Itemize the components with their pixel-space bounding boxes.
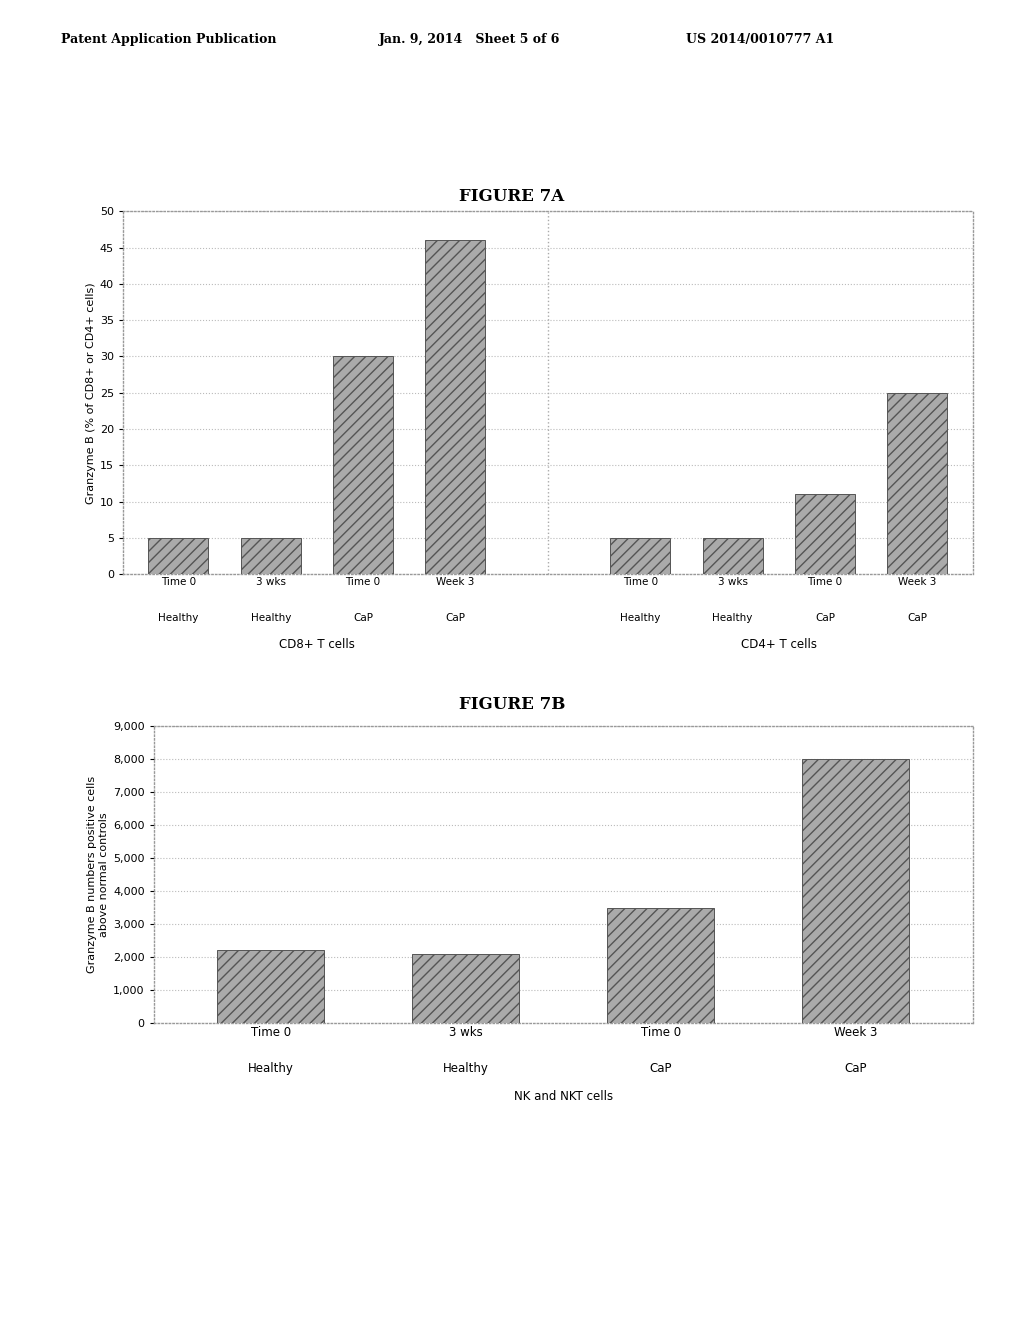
Bar <box>241 539 301 574</box>
Text: FIGURE 7B: FIGURE 7B <box>459 696 565 713</box>
Text: Healthy: Healthy <box>713 612 753 623</box>
Text: CaP: CaP <box>815 612 835 623</box>
Text: Healthy: Healthy <box>251 612 291 623</box>
Bar <box>607 908 715 1023</box>
Text: Healthy: Healthy <box>158 612 199 623</box>
Text: Jan. 9, 2014   Sheet 5 of 6: Jan. 9, 2014 Sheet 5 of 6 <box>379 33 560 46</box>
Text: FIGURE 7A: FIGURE 7A <box>460 187 564 205</box>
Text: CD4+ T cells: CD4+ T cells <box>740 638 817 651</box>
Text: CaP: CaP <box>649 1061 672 1074</box>
Bar <box>610 539 671 574</box>
Bar <box>217 950 325 1023</box>
Bar <box>888 393 947 574</box>
Y-axis label: Granzyme B (% of CD8+ or CD4+ cells): Granzyme B (% of CD8+ or CD4+ cells) <box>86 282 95 503</box>
Text: CaP: CaP <box>907 612 928 623</box>
Text: CD8+ T cells: CD8+ T cells <box>279 638 355 651</box>
Text: Patent Application Publication: Patent Application Publication <box>61 33 276 46</box>
Bar <box>802 759 909 1023</box>
Text: CaP: CaP <box>445 612 466 623</box>
Text: Healthy: Healthy <box>248 1061 294 1074</box>
Bar <box>425 240 485 574</box>
Text: Healthy: Healthy <box>621 612 660 623</box>
Bar <box>702 539 763 574</box>
Bar <box>148 539 208 574</box>
Text: CaP: CaP <box>845 1061 867 1074</box>
Bar <box>795 495 855 574</box>
Text: CaP: CaP <box>353 612 373 623</box>
Bar <box>412 953 519 1023</box>
Text: NK and NKT cells: NK and NKT cells <box>514 1090 612 1102</box>
Bar <box>333 356 393 574</box>
Text: US 2014/0010777 A1: US 2014/0010777 A1 <box>686 33 835 46</box>
Text: Healthy: Healthy <box>442 1061 488 1074</box>
Y-axis label: Granzyme B numbers positive cells
above normal controls: Granzyme B numbers positive cells above … <box>87 776 109 973</box>
